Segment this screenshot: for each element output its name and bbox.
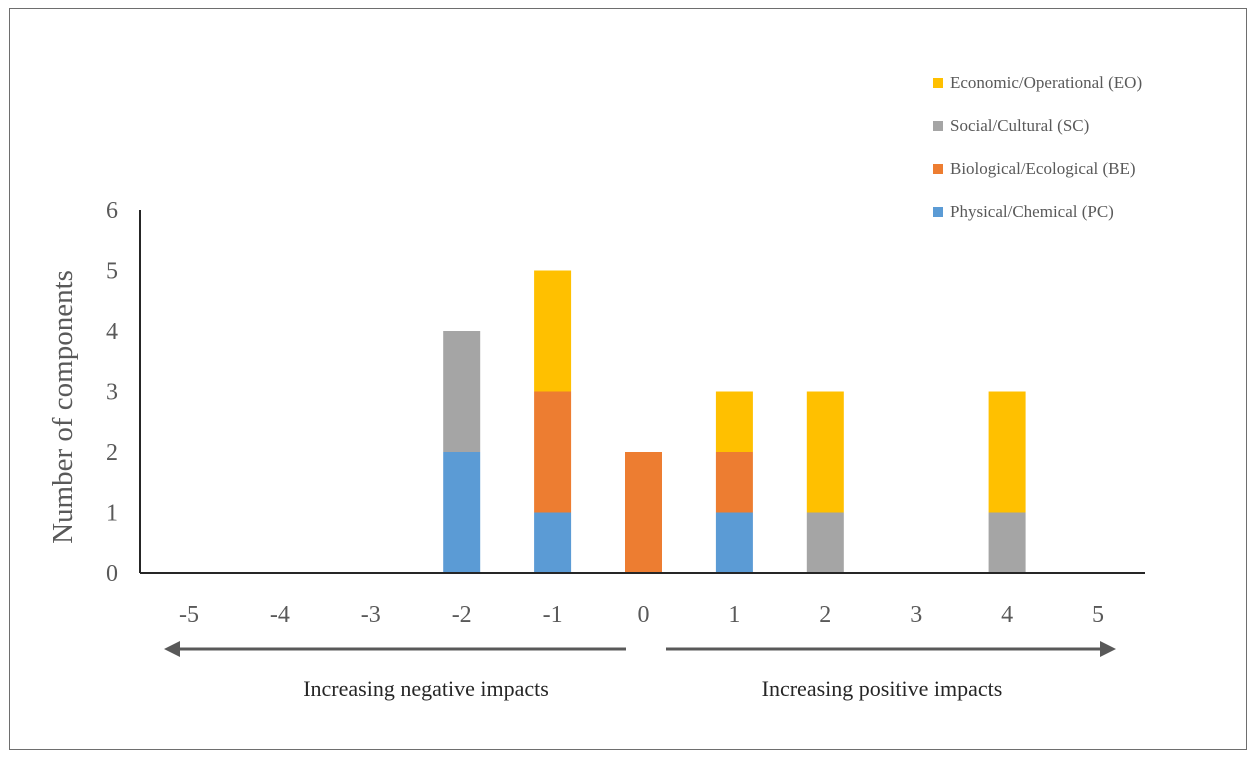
legend-label: Physical/Chemical (PC) — [950, 202, 1114, 221]
bar-segment-1-s3 — [715, 391, 753, 452]
legend-label: Biological/Ecological (BE) — [950, 159, 1136, 178]
y-tick-label: 1 — [106, 501, 118, 527]
y-tick-label: 0 — [106, 561, 118, 587]
bar-segment--1-s0 — [534, 512, 572, 573]
x-tick-label: -5 — [179, 602, 199, 628]
x-tick-label: 5 — [1092, 602, 1104, 628]
x-tick-label: -1 — [543, 602, 563, 628]
bar-segment-4-s3 — [988, 391, 1026, 513]
y-axis-label: Number of components — [47, 270, 79, 544]
x-tick-label: 0 — [638, 602, 650, 628]
legend-label: Economic/Operational (EO) — [950, 73, 1142, 92]
bar-segment-4-s2 — [988, 512, 1026, 573]
y-tick-label: 6 — [106, 198, 118, 224]
x-tick-label: 1 — [728, 602, 740, 628]
legend-swatch — [933, 121, 943, 131]
ticks-layer: 0 1 2 3 4 5 6 -5 -4 -3 -2 -1 0 1 2 3 4 5 — [106, 198, 1104, 628]
y-tick-label: 2 — [106, 440, 118, 466]
bar-segment--1-s3 — [534, 270, 572, 392]
legend-swatch — [933, 207, 943, 217]
y-tick-label: 4 — [106, 319, 118, 345]
bar-segment--2-s0 — [443, 452, 481, 573]
figure-frame — [9, 8, 1247, 750]
impact-arrows: Increasing negative impacts Increasing p… — [164, 641, 1116, 701]
positive-impacts-label: Increasing positive impacts — [762, 676, 1003, 701]
bar-segment-0-s1 — [625, 452, 662, 573]
x-tick-label: 2 — [819, 602, 831, 628]
x-tick-label: -4 — [270, 602, 290, 628]
x-tick-label: -3 — [361, 602, 381, 628]
bar-segment--1-s1 — [534, 391, 572, 513]
legend-label: Social/Cultural (SC) — [950, 116, 1089, 135]
bar-segment--2-s2 — [443, 331, 481, 452]
y-tick-label: 3 — [106, 380, 118, 406]
y-tick-label: 5 — [106, 259, 118, 285]
bar-segment-2-s3 — [806, 391, 844, 513]
legend-swatch — [933, 164, 943, 174]
left-arrow-head — [164, 641, 180, 657]
bar-segment-1-s1 — [715, 452, 753, 513]
negative-impacts-label: Increasing negative impacts — [303, 676, 549, 701]
x-tick-label: 4 — [1001, 602, 1013, 628]
x-tick-label: 3 — [910, 602, 922, 628]
bar-segment-2-s2 — [806, 512, 844, 573]
legend-swatch — [933, 78, 943, 88]
x-tick-label: -2 — [452, 602, 472, 628]
legend: Economic/Operational (EO) Social/Cultural… — [933, 73, 1142, 221]
axes-layer — [139, 210, 1145, 574]
bar-segment-1-s0 — [715, 512, 753, 573]
right-arrow-head — [1100, 641, 1116, 657]
bars-layer — [443, 270, 1026, 573]
